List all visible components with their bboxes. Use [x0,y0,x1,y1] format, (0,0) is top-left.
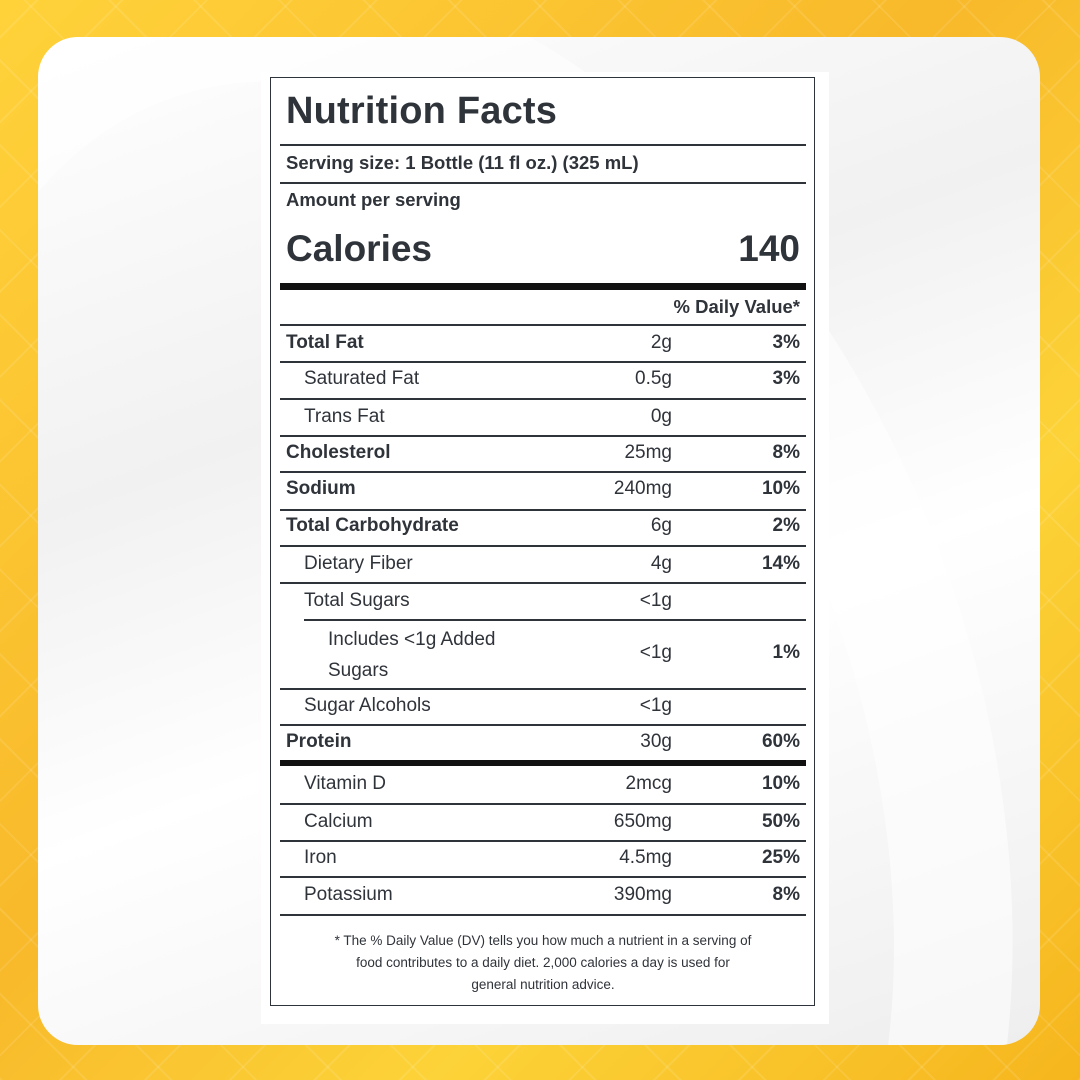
nutrient-dv: 8% [772,442,800,463]
divider [280,724,806,726]
nutrient-dv: 1% [772,642,800,663]
nutrient-name: Dietary Fiber [304,553,413,574]
nutrient-amount: <1g [639,642,672,663]
nutrient-dv: 2% [772,515,800,536]
vitamin-amount: 390mg [613,884,672,905]
nutrient-name: Saturated Fat [304,368,420,389]
nutrient-amount: 240mg [613,478,672,499]
nutrient-name: Sugar Alcohols [304,695,431,716]
vitamin-dv: 50% [761,811,800,832]
vitamin-dv: 25% [761,847,800,868]
label-title: Nutrition Facts [286,90,558,132]
divider [280,582,806,584]
divider [280,361,806,363]
vitamin-dv: 10% [761,773,800,794]
divider [280,688,806,690]
nutrient-name: Total Carbohydrate [286,515,459,536]
divider [304,619,806,621]
nutrient-dv: 10% [761,478,800,499]
label-inner: Nutrition Facts Serving size: 1 Bottle (… [280,78,806,1007]
calories-value: 140 [738,228,800,269]
divider [280,398,806,400]
divider [280,324,806,326]
divider [280,144,806,146]
daily-value-header: % Daily Value* [673,296,800,317]
vitamin-amount: 2mcg [625,773,672,794]
nutrient-name: Protein [286,731,352,752]
nutrient-amount: 30g [640,731,672,752]
nutrient-amount: <1g [639,590,672,611]
nutrient-name: Sodium [286,478,356,499]
divider [280,545,806,547]
divider [280,840,806,842]
vitamin-name: Calcium [304,811,373,832]
nutrient-row-added-sugars: Includes <1g Added Sugars <1g 1% [280,624,806,688]
vitamin-dv: 8% [772,884,800,905]
nutrient-name: Total Sugars [304,590,410,611]
serving-size: Serving size: 1 Bottle (11 fl oz.) (325 … [286,152,639,173]
vitamin-amount: 4.5mg [619,847,672,868]
divider [280,435,806,437]
nutrient-name-line1: Includes <1g Added [328,629,496,650]
footnote-line: food contributes to a daily diet. 2,000 … [356,955,730,970]
nutrient-dv: 60% [761,731,800,752]
nutrient-dv: 3% [772,332,800,353]
footnote-line: * The % Daily Value (DV) tells you how m… [334,933,752,948]
nutrient-name: Cholesterol [286,442,391,463]
nutrient-amount: 0.5g [635,368,672,389]
divider [280,803,806,805]
daily-value-footnote: * The % Daily Value (DV) tells you how m… [304,930,782,996]
nutrient-amount: <1g [639,695,672,716]
vitamin-name: Vitamin D [304,773,387,794]
nutrient-amount: 2g [650,332,672,353]
nutrient-dv: 3% [772,368,800,389]
thick-divider [280,283,806,290]
amount-per-serving: Amount per serving [286,189,461,210]
footnote-line: general nutrition advice. [471,977,615,992]
thick-divider [280,760,806,766]
divider [280,182,806,184]
divider [280,509,806,511]
vitamin-amount: 650mg [613,811,672,832]
nutrient-name-line2: Sugars [328,660,389,681]
vitamin-name: Iron [304,847,337,868]
nutrient-name: Total Fat [286,332,364,353]
nutrient-dv: 14% [761,553,800,574]
nutrition-facts-label: Nutrition Facts Serving size: 1 Bottle (… [270,77,815,1006]
calories-label: Calories [286,228,433,269]
nutrient-amount: 4g [650,553,672,574]
vitamin-name: Potassium [304,884,393,905]
divider [280,471,806,473]
divider [280,876,806,878]
nutrient-amount: 25mg [624,442,672,463]
nutrient-amount: 6g [650,515,672,536]
nutrient-amount: 0g [650,406,672,427]
nutrient-name: Trans Fat [304,406,385,427]
divider [280,914,806,916]
